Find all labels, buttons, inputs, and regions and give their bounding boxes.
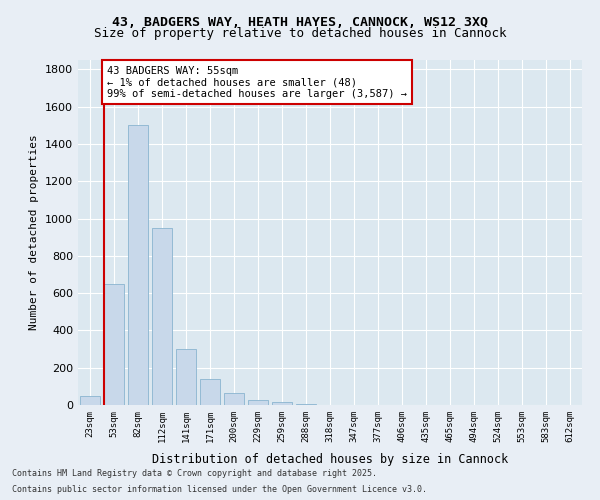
Text: Contains public sector information licensed under the Open Government Licence v3: Contains public sector information licen… (12, 485, 427, 494)
Text: 43, BADGERS WAY, HEATH HAYES, CANNOCK, WS12 3XQ: 43, BADGERS WAY, HEATH HAYES, CANNOCK, W… (112, 16, 488, 29)
Text: Size of property relative to detached houses in Cannock: Size of property relative to detached ho… (94, 26, 506, 40)
Bar (152, 228, 172, 405)
Bar (80, 396, 100, 405)
Bar (248, 400, 268, 405)
Text: 43 BADGERS WAY: 55sqm
← 1% of detached houses are smaller (48)
99% of semi-detac: 43 BADGERS WAY: 55sqm ← 1% of detached h… (107, 66, 407, 99)
Bar (176, 349, 196, 405)
Bar (128, 126, 148, 405)
Bar (200, 379, 220, 405)
X-axis label: Distribution of detached houses by size in Cannock: Distribution of detached houses by size … (152, 453, 508, 466)
Bar (224, 393, 244, 405)
Bar (104, 284, 124, 405)
Bar (272, 402, 292, 405)
Y-axis label: Number of detached properties: Number of detached properties (29, 134, 40, 330)
Bar (296, 404, 316, 405)
Text: Contains HM Land Registry data © Crown copyright and database right 2025.: Contains HM Land Registry data © Crown c… (12, 468, 377, 477)
